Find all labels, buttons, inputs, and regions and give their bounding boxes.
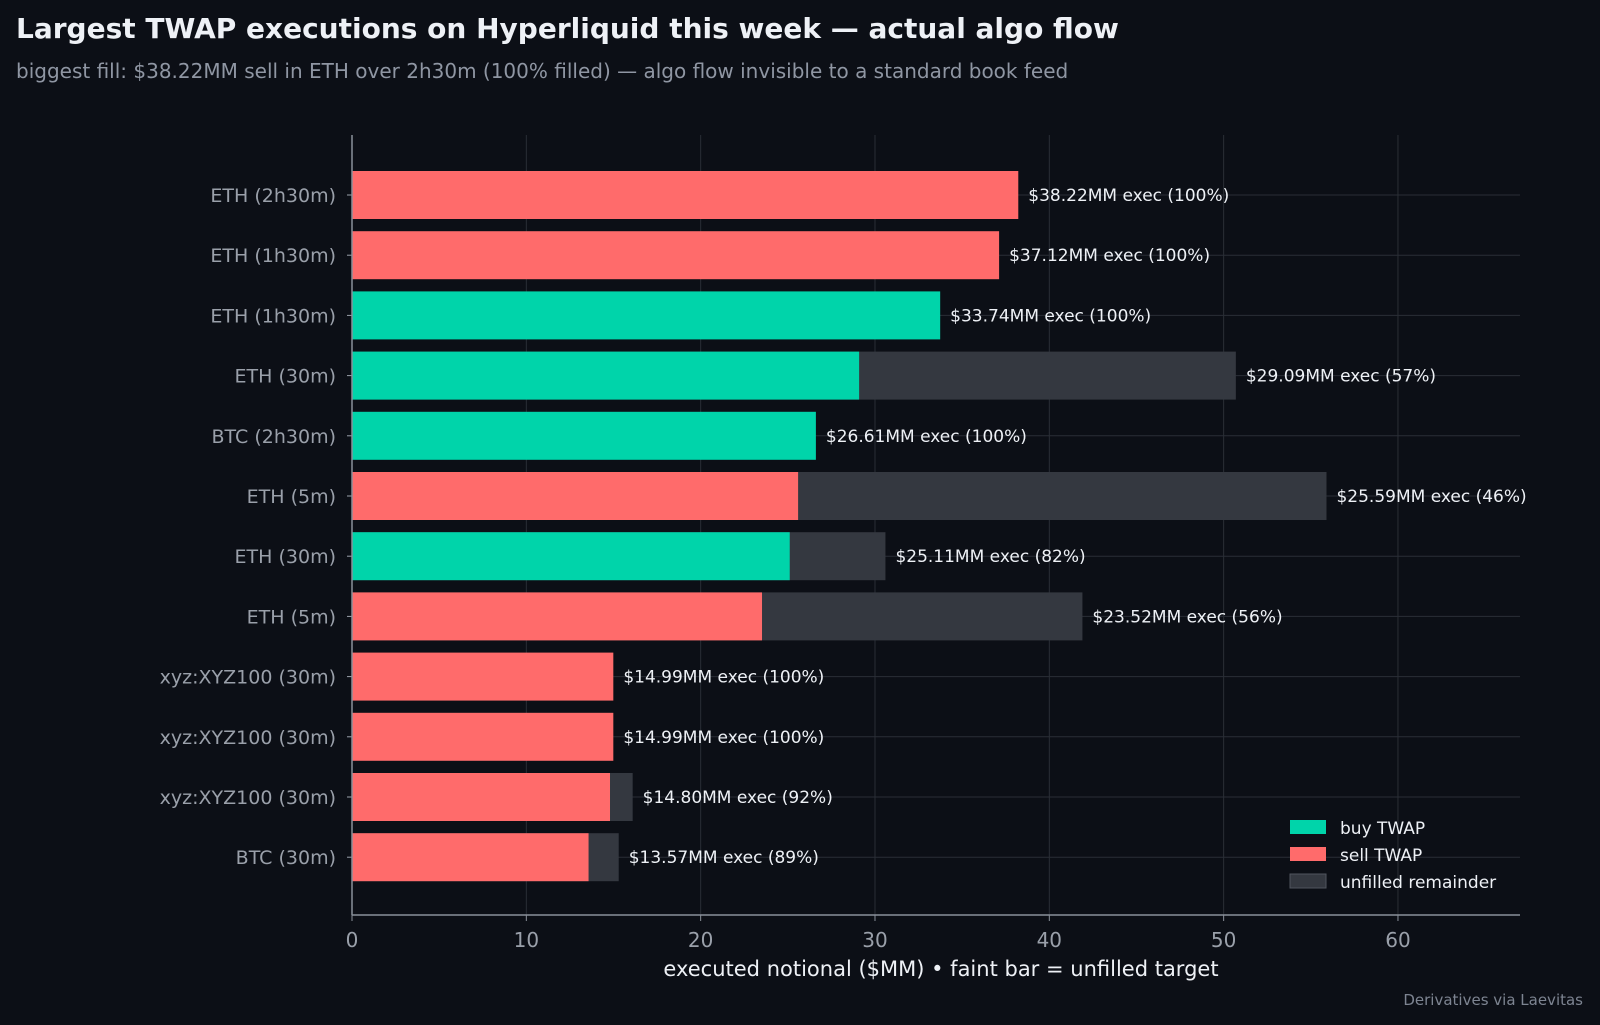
buy-bar [352, 532, 790, 581]
y-tick-label: ETH (5m) [247, 606, 336, 628]
x-tick-label: 40 [1037, 928, 1062, 952]
sell-bar [352, 592, 763, 641]
y-tick-label: xyz:XYZ100 (30m) [160, 727, 336, 749]
y-tick-label: ETH (30m) [235, 546, 336, 568]
buy-bar [352, 411, 816, 460]
sell-bar [352, 171, 1019, 219]
bar-value-label: $37.12MM exec (100%) [1009, 246, 1210, 266]
bar-value-label: $25.59MM exec (46%) [1336, 487, 1526, 507]
bar-value-label: $13.57MM exec (89%) [629, 848, 819, 868]
bar-value-label: $14.99MM exec (100%) [623, 728, 824, 748]
sell-bar [352, 773, 611, 821]
bar-value-label: $33.74MM exec (100%) [950, 306, 1151, 326]
buy-bar [352, 291, 941, 340]
sell-bar [352, 472, 799, 520]
y-tick-label: BTC (2h30m) [212, 426, 336, 448]
x-tick-label: 50 [1211, 928, 1236, 952]
buy-legend-label: buy TWAP [1340, 819, 1425, 839]
y-tick-label: ETH (1h30m) [210, 305, 336, 327]
x-axis-title: executed notional ($MM) • faint bar = un… [663, 957, 1218, 981]
y-tick-label: xyz:XYZ100 (30m) [160, 667, 336, 689]
sell-bar [352, 712, 614, 761]
bar-value-label: $14.80MM exec (92%) [643, 788, 833, 808]
x-tick-label: 10 [514, 928, 539, 952]
sell-bar [352, 652, 614, 701]
unfilled-legend-label: unfilled remainder [1340, 873, 1496, 893]
buy-legend-swatch [1290, 820, 1326, 834]
chart-title: Largest TWAP executions on Hyperliquid t… [16, 12, 1119, 45]
x-tick-label: 60 [1385, 928, 1410, 952]
bar-value-label: $23.52MM exec (56%) [1092, 607, 1282, 627]
x-tick-label: 20 [688, 928, 713, 952]
label-layer: $38.22MM exec (100%) ETH (2h30m) $37.12MM … [160, 185, 1527, 869]
bar-value-label: $25.11MM exec (82%) [895, 547, 1085, 567]
axis-layer: 0 10 20 30 40 50 60 executed notional ($MM) • f… [346, 135, 1520, 981]
sell-legend-swatch [1290, 847, 1326, 861]
sell-bar [352, 833, 589, 882]
bar-layer [352, 171, 1327, 882]
y-tick-label: ETH (5m) [247, 486, 336, 508]
y-tick-label: BTC (30m) [236, 847, 336, 869]
chart-subtitle: biggest fill: $38.22MM sell in ETH over … [16, 59, 1069, 83]
x-tick-label: 30 [862, 928, 887, 952]
bar-value-label: $38.22MM exec (100%) [1028, 186, 1229, 206]
chart-legend: buy TWAP sell TWAP unfilled remainder [1289, 819, 1496, 893]
y-tick-label: ETH (1h30m) [210, 245, 336, 267]
buy-bar [352, 351, 860, 400]
y-tick-label: xyz:XYZ100 (30m) [160, 787, 336, 809]
bar-value-label: $14.99MM exec (100%) [623, 668, 824, 688]
source-credit: Derivatives via Laevitas [1403, 991, 1583, 1009]
bar-value-label: $26.61MM exec (100%) [826, 427, 1027, 447]
y-tick-label: ETH (30m) [235, 366, 336, 388]
x-tick-label: 0 [346, 928, 359, 952]
sell-bar [352, 231, 1000, 280]
y-tick-label: ETH (2h30m) [210, 185, 336, 207]
bar-value-label: $29.09MM exec (57%) [1246, 367, 1436, 387]
sell-legend-label: sell TWAP [1340, 846, 1422, 866]
unfilled-legend-swatch [1289, 873, 1327, 889]
